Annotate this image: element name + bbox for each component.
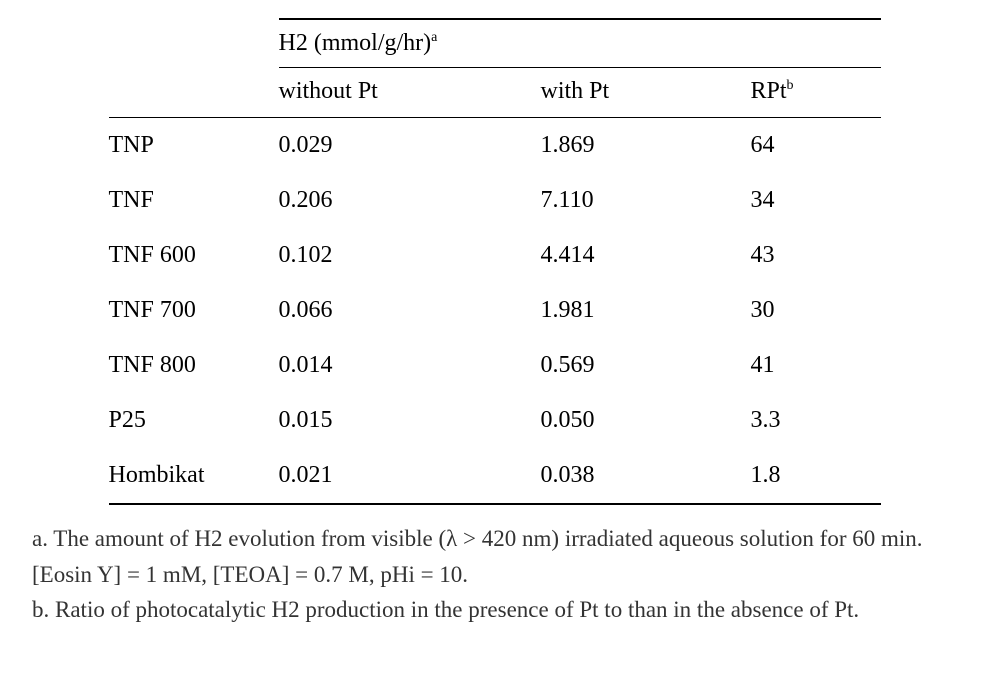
cell-without: 0.029 [279,118,541,174]
footnote-b: b. Ratio of photocatalytic H2 production… [32,592,957,628]
footnote-a-pre: a. The amount of H2 evolution from visib… [32,526,446,551]
cell-without: 0.021 [279,448,541,504]
cell-with: 0.038 [541,448,751,504]
cell-without: 0.015 [279,393,541,448]
table-header-row-2: without Pt with Pt RPtb [109,68,881,118]
cell-sample: TNF 800 [109,338,279,393]
col-sample-header [109,68,279,118]
cell-with: 0.050 [541,393,751,448]
col-with-header: with Pt [541,68,751,118]
cell-with: 4.414 [541,228,751,283]
col-without-header: without Pt [279,68,541,118]
col-rpt-sup: b [787,78,794,93]
cell-with: 0.569 [541,338,751,393]
data-table: H2 (mmol/g/hr)a without Pt with Pt RPtb … [109,18,881,505]
header-group-sup: a [431,30,437,45]
table-row: TNP 0.029 1.869 64 [109,118,881,174]
cell-sample: Hombikat [109,448,279,504]
cell-rpt: 64 [751,118,881,174]
cell-sample: P25 [109,393,279,448]
cell-rpt: 1.8 [751,448,881,504]
cell-without: 0.066 [279,283,541,338]
cell-rpt: 43 [751,228,881,283]
cell-without: 0.206 [279,173,541,228]
cell-rpt: 3.3 [751,393,881,448]
page: H2 (mmol/g/hr)a without Pt with Pt RPtb … [0,0,989,656]
col-rpt-label: RPt [751,78,787,104]
cell-with: 1.981 [541,283,751,338]
col-rpt-header: RPtb [751,68,881,118]
footnotes: a. The amount of H2 evolution from visib… [30,519,959,628]
table-header-row-1: H2 (mmol/g/hr)a [109,19,881,68]
cell-with: 1.869 [541,118,751,174]
cell-sample: TNF 700 [109,283,279,338]
cell-without: 0.014 [279,338,541,393]
cell-sample: TNF 600 [109,228,279,283]
cell-without: 0.102 [279,228,541,283]
cell-sample: TNP [109,118,279,174]
cell-rpt: 30 [751,283,881,338]
table-row: TNF 700 0.066 1.981 30 [109,283,881,338]
header-blank [109,19,279,68]
cell-with: 7.110 [541,173,751,228]
cell-rpt: 41 [751,338,881,393]
lambda-glyph: λ [446,526,457,551]
table-row: TNF 800 0.014 0.569 41 [109,338,881,393]
table-row: TNF 0.206 7.110 34 [109,173,881,228]
table-row: Hombikat 0.021 0.038 1.8 [109,448,881,504]
header-group-label: H2 (mmol/g/hr) [279,30,432,56]
table-row: P25 0.015 0.050 3.3 [109,393,881,448]
footnote-a: a. The amount of H2 evolution from visib… [32,521,957,592]
cell-sample: TNF [109,173,279,228]
table-row: TNF 600 0.102 4.414 43 [109,228,881,283]
header-group: H2 (mmol/g/hr)a [279,19,881,68]
cell-rpt: 34 [751,173,881,228]
